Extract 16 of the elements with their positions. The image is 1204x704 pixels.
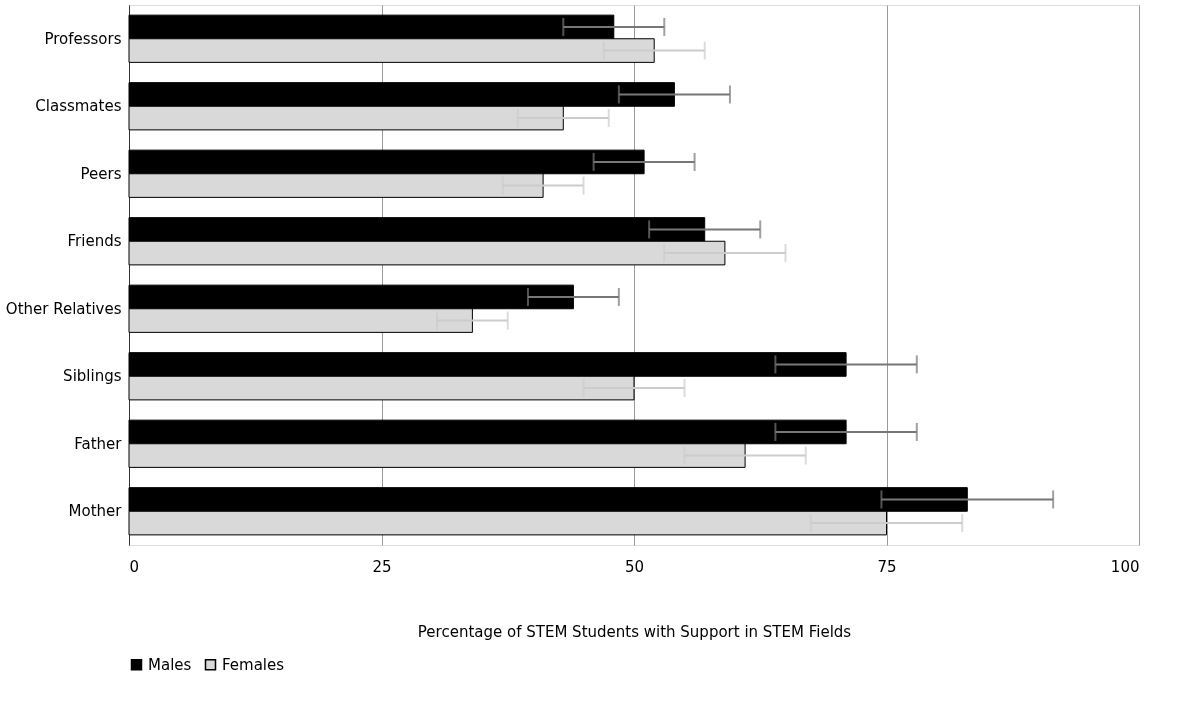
y-tick-label: Siblings [63,367,122,386]
x-axis-title: Percentage of STEM Students with Support in STEM Fields [417,622,852,641]
legend-label: Females [222,655,285,674]
x-tick-label: 25 [372,557,392,576]
y-tick-label: Professors [44,29,122,48]
y-tick-label: Mother [68,502,123,521]
x-tick-label: 50 [624,557,645,576]
x-tick-label: 100 [1110,557,1140,576]
x-tick-label: 0 [129,557,140,576]
legend-label: Males [148,655,192,674]
y-tick-label: Other Relatives [5,299,122,318]
y-tick-label: Classmates [35,97,122,116]
x-tick-label: 75 [877,557,897,576]
y-tick-label: Father [74,434,123,453]
y-tick-label: Peers [80,164,122,183]
y-tick-label: Friends [67,232,122,251]
